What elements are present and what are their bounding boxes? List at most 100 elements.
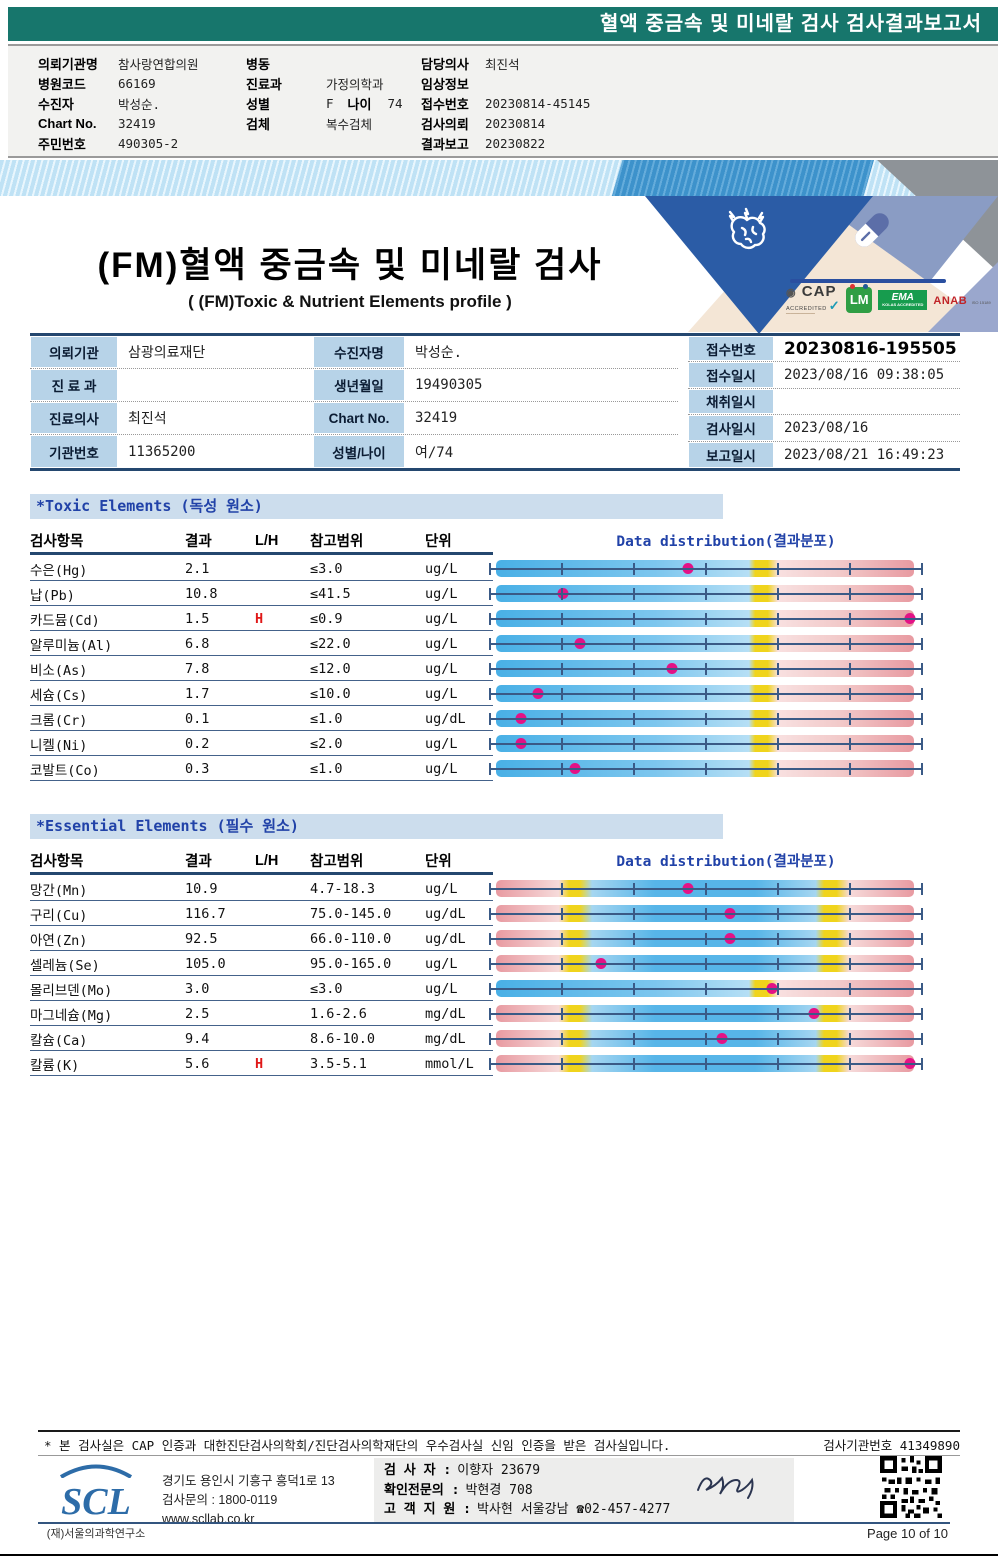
- result-row: 칼륨(K) 5.6 H 3.5-5.1 mmol/L: [30, 1051, 960, 1076]
- info-label: Chart No.: [313, 402, 405, 434]
- row-divider: [30, 950, 493, 951]
- col-distribution: Data distribution(결과분포): [616, 534, 836, 550]
- test-name: 크롬(Cr): [30, 712, 88, 729]
- distribution-axis: [489, 1001, 923, 1026]
- scl-logo-text: SCL: [61, 1481, 131, 1523]
- page-number: Page 10 of 10: [867, 1526, 948, 1541]
- distribution-axis: [489, 606, 923, 631]
- footer-mid-rule: [38, 1455, 960, 1456]
- scl-org-name: (재)서울의과학연구소: [46, 1527, 146, 1540]
- axis-tick: [632, 1007, 635, 1020]
- info-label: 접수일시: [688, 362, 774, 388]
- distribution-axis: [489, 976, 923, 1001]
- test-name: 셀레늄(Se): [30, 957, 100, 974]
- distribution-bar: [489, 631, 960, 656]
- axis-tick: [921, 882, 923, 895]
- row-divider: [30, 705, 493, 706]
- test-name: 코발트(Co): [30, 762, 100, 779]
- unit: ug/L: [425, 980, 458, 997]
- test-name: 몰리브덴(Mo): [30, 982, 113, 999]
- distribution-axis: [489, 731, 923, 756]
- patient-field-value: 66169: [118, 75, 156, 91]
- ema-label: EMA: [891, 292, 914, 304]
- footer-top-rule: [38, 1430, 960, 1432]
- report-title-bar: 혈액 중금속 및 미네랄 검사 검사결과보고서: [8, 7, 998, 41]
- col-test-name: 검사항목: [30, 854, 84, 870]
- axis-tick: [848, 1032, 851, 1045]
- patient-field-label: 진료과: [246, 76, 282, 92]
- ema-logo: EMA KOLAS ACCREDITED: [878, 290, 928, 310]
- axis-tick: [705, 1057, 707, 1070]
- axis-tick: [777, 687, 779, 700]
- axis-tick: [705, 957, 707, 970]
- anab-label: ANAB: [933, 295, 968, 307]
- accreditation-logos: ◉ CAP ACCREDITED ✓ ━━━━━━━━━━━━ LM EMA K…: [786, 274, 992, 326]
- result-value: 5.6: [185, 1055, 210, 1072]
- axis-tick: [632, 662, 635, 675]
- info-value: 여/74: [415, 444, 454, 461]
- axis-tick: [632, 1032, 635, 1045]
- unit: ug/L: [425, 880, 458, 897]
- info-value: 2023/08/16 09:38:05: [784, 367, 945, 384]
- specialist-row: 확인전문의 : 박현경 708: [384, 1481, 784, 1501]
- patient-field-value: 490305-2: [118, 135, 179, 151]
- test-name: 칼륨(K): [30, 1057, 80, 1074]
- patient-field-row: 검사의뢰 20230814: [421, 113, 841, 133]
- reference-range: ≤1.0: [310, 710, 343, 727]
- test-name: 마그네슘(Mg): [30, 1007, 113, 1024]
- unit: ug/L: [425, 560, 458, 577]
- support-label: 고 객 지 원 :: [384, 1502, 471, 1517]
- patient-field-label: 수진자: [38, 96, 74, 112]
- axis-tick: [705, 907, 707, 920]
- reference-range: 1.6-2.6: [310, 1005, 367, 1022]
- reference-range: 95.0-165.0: [310, 955, 392, 972]
- axis-tick: [632, 957, 635, 970]
- distribution-axis: [489, 656, 923, 681]
- result-row: 망간(Mn) 10.9 4.7-18.3 ug/L: [30, 876, 960, 901]
- axis-tick: [777, 882, 779, 895]
- axis-tick: [489, 907, 491, 920]
- info-row: 의뢰기관 삼광의료재단 수진자명 박성순.: [30, 336, 678, 369]
- axis-tick: [777, 737, 779, 750]
- axis-tick: [489, 612, 491, 625]
- col-result: 결과: [185, 854, 212, 870]
- info-value: 2023/08/16: [784, 419, 869, 436]
- patient-field-label: 의뢰기관명: [38, 56, 98, 72]
- essential-section-header: *Essential Elements (필수 원소): [30, 814, 723, 839]
- axis-tick: [489, 957, 491, 970]
- axis-tick: [632, 562, 635, 575]
- col-flag: L/H: [255, 852, 279, 869]
- row-divider: [30, 755, 493, 756]
- axis-tick: [848, 562, 851, 575]
- test-name: 구리(Cu): [30, 907, 88, 924]
- info-row: 검사일시 2023/08/16: [688, 415, 960, 442]
- toxic-section-header: *Toxic Elements (독성 원소): [30, 494, 723, 519]
- axis-tick: [705, 612, 707, 625]
- test-name: 비소(As): [30, 662, 88, 679]
- capsule-icon: [846, 204, 898, 256]
- axis-tick: [921, 712, 923, 725]
- page-edge-rule: [0, 1554, 998, 1556]
- reference-range: ≤10.0: [310, 685, 351, 702]
- distribution-bar: [489, 1026, 960, 1051]
- test-name: 카드뮴(Cd): [30, 612, 100, 629]
- axis-tick: [632, 737, 635, 750]
- patient-field-row: 임상정보: [421, 73, 841, 93]
- axis-tick: [848, 882, 851, 895]
- result-row: 마그네슘(Mg) 2.5 1.6-2.6 mg/dL: [30, 1001, 960, 1026]
- axis-tick: [777, 612, 779, 625]
- unit: ug/L: [425, 635, 458, 652]
- info-value: 최진석: [128, 411, 167, 427]
- axis-tick: [921, 762, 923, 775]
- result-value: 105.0: [185, 955, 226, 972]
- essential-header-rule: [30, 872, 493, 875]
- axis-tick: [561, 762, 563, 775]
- unit: ug/dL: [425, 710, 466, 727]
- patient-field-value: 박성순.: [118, 96, 161, 112]
- axis-tick: [777, 587, 779, 600]
- info-row: 접수일시 2023/08/16 09:38:05: [688, 362, 960, 389]
- reference-range: ≤3.0: [310, 560, 343, 577]
- axis-tick: [705, 712, 707, 725]
- patient-field-label: 성별: [246, 96, 270, 112]
- distribution-bar: [489, 876, 960, 901]
